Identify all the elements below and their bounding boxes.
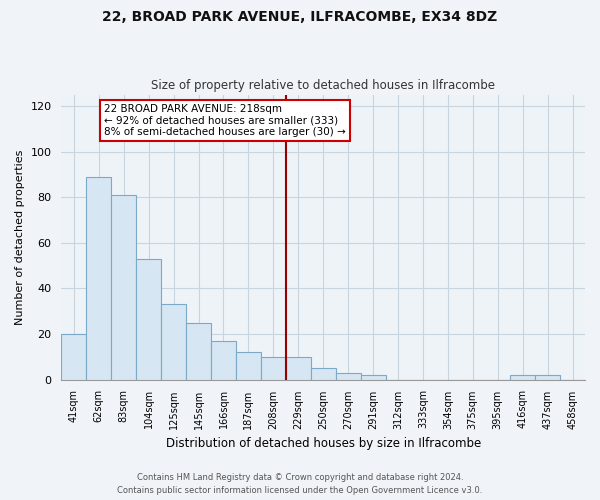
Bar	[86, 176, 111, 380]
Bar	[186, 322, 211, 380]
Y-axis label: Number of detached properties: Number of detached properties	[15, 150, 25, 325]
Text: 22, BROAD PARK AVENUE, ILFRACOMBE, EX34 8DZ: 22, BROAD PARK AVENUE, ILFRACOMBE, EX34 …	[103, 10, 497, 24]
Bar	[335, 372, 361, 380]
Bar	[510, 375, 535, 380]
Bar	[111, 195, 136, 380]
Text: Contains HM Land Registry data © Crown copyright and database right 2024.
Contai: Contains HM Land Registry data © Crown c…	[118, 474, 482, 495]
Text: 22 BROAD PARK AVENUE: 218sqm
← 92% of detached houses are smaller (333)
8% of se: 22 BROAD PARK AVENUE: 218sqm ← 92% of de…	[104, 104, 346, 137]
Bar	[211, 341, 236, 380]
Bar	[261, 357, 286, 380]
Bar	[535, 375, 560, 380]
Bar	[161, 304, 186, 380]
Bar	[136, 258, 161, 380]
Bar	[286, 357, 311, 380]
X-axis label: Distribution of detached houses by size in Ilfracombe: Distribution of detached houses by size …	[166, 437, 481, 450]
Bar	[236, 352, 261, 380]
Title: Size of property relative to detached houses in Ilfracombe: Size of property relative to detached ho…	[151, 79, 495, 92]
Bar	[311, 368, 335, 380]
Bar	[61, 334, 86, 380]
Bar	[361, 375, 386, 380]
